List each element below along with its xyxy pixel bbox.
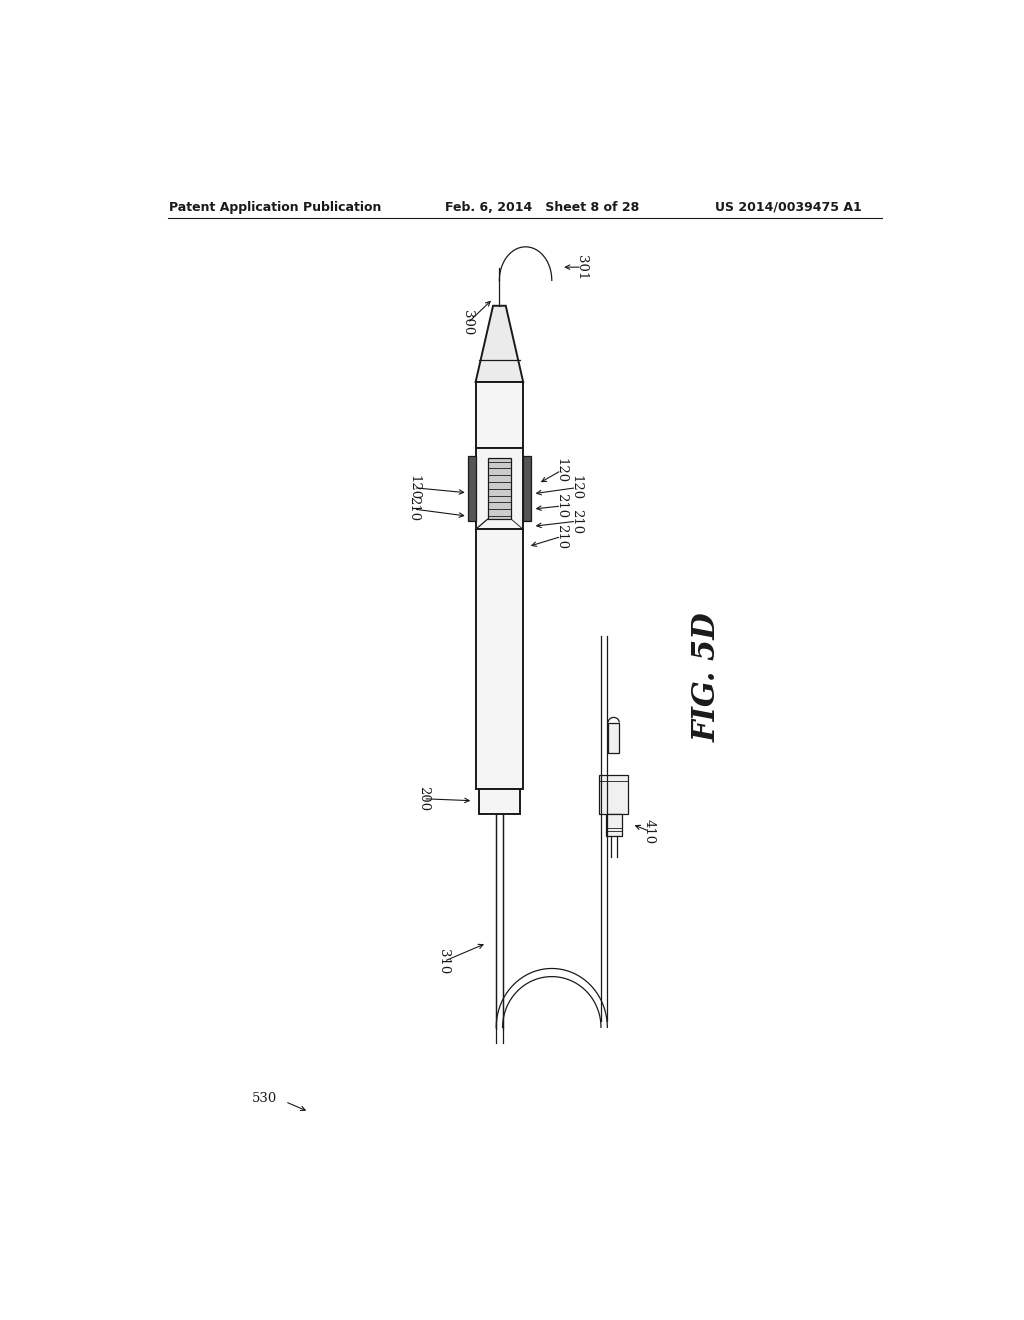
Text: 310: 310 <box>437 949 451 974</box>
Bar <box>475 529 523 788</box>
Text: 210: 210 <box>555 494 567 519</box>
Text: Feb. 6, 2014   Sheet 8 of 28: Feb. 6, 2014 Sheet 8 of 28 <box>445 201 640 214</box>
Text: 200: 200 <box>417 787 430 812</box>
Bar <box>606 814 622 837</box>
Text: US 2014/0039475 A1: US 2014/0039475 A1 <box>715 201 862 214</box>
Bar <box>487 458 511 519</box>
Text: 300: 300 <box>461 310 474 335</box>
Text: 120: 120 <box>570 475 583 500</box>
Text: 301: 301 <box>575 255 589 280</box>
Bar <box>468 457 475 521</box>
Text: FIG. 5D: FIG. 5D <box>692 612 723 742</box>
Text: 210: 210 <box>555 524 567 549</box>
Text: 530: 530 <box>252 1092 278 1105</box>
Polygon shape <box>475 306 523 381</box>
Text: 210: 210 <box>570 508 583 533</box>
Text: 120: 120 <box>408 475 420 500</box>
Bar <box>608 722 620 752</box>
Bar <box>599 775 628 814</box>
Bar <box>475 447 523 529</box>
Text: 410: 410 <box>643 818 656 843</box>
Bar <box>479 788 520 814</box>
Bar <box>523 457 531 521</box>
Text: Patent Application Publication: Patent Application Publication <box>169 201 382 214</box>
Bar <box>475 381 523 447</box>
Text: 120: 120 <box>555 458 567 483</box>
Text: 210: 210 <box>408 496 420 521</box>
